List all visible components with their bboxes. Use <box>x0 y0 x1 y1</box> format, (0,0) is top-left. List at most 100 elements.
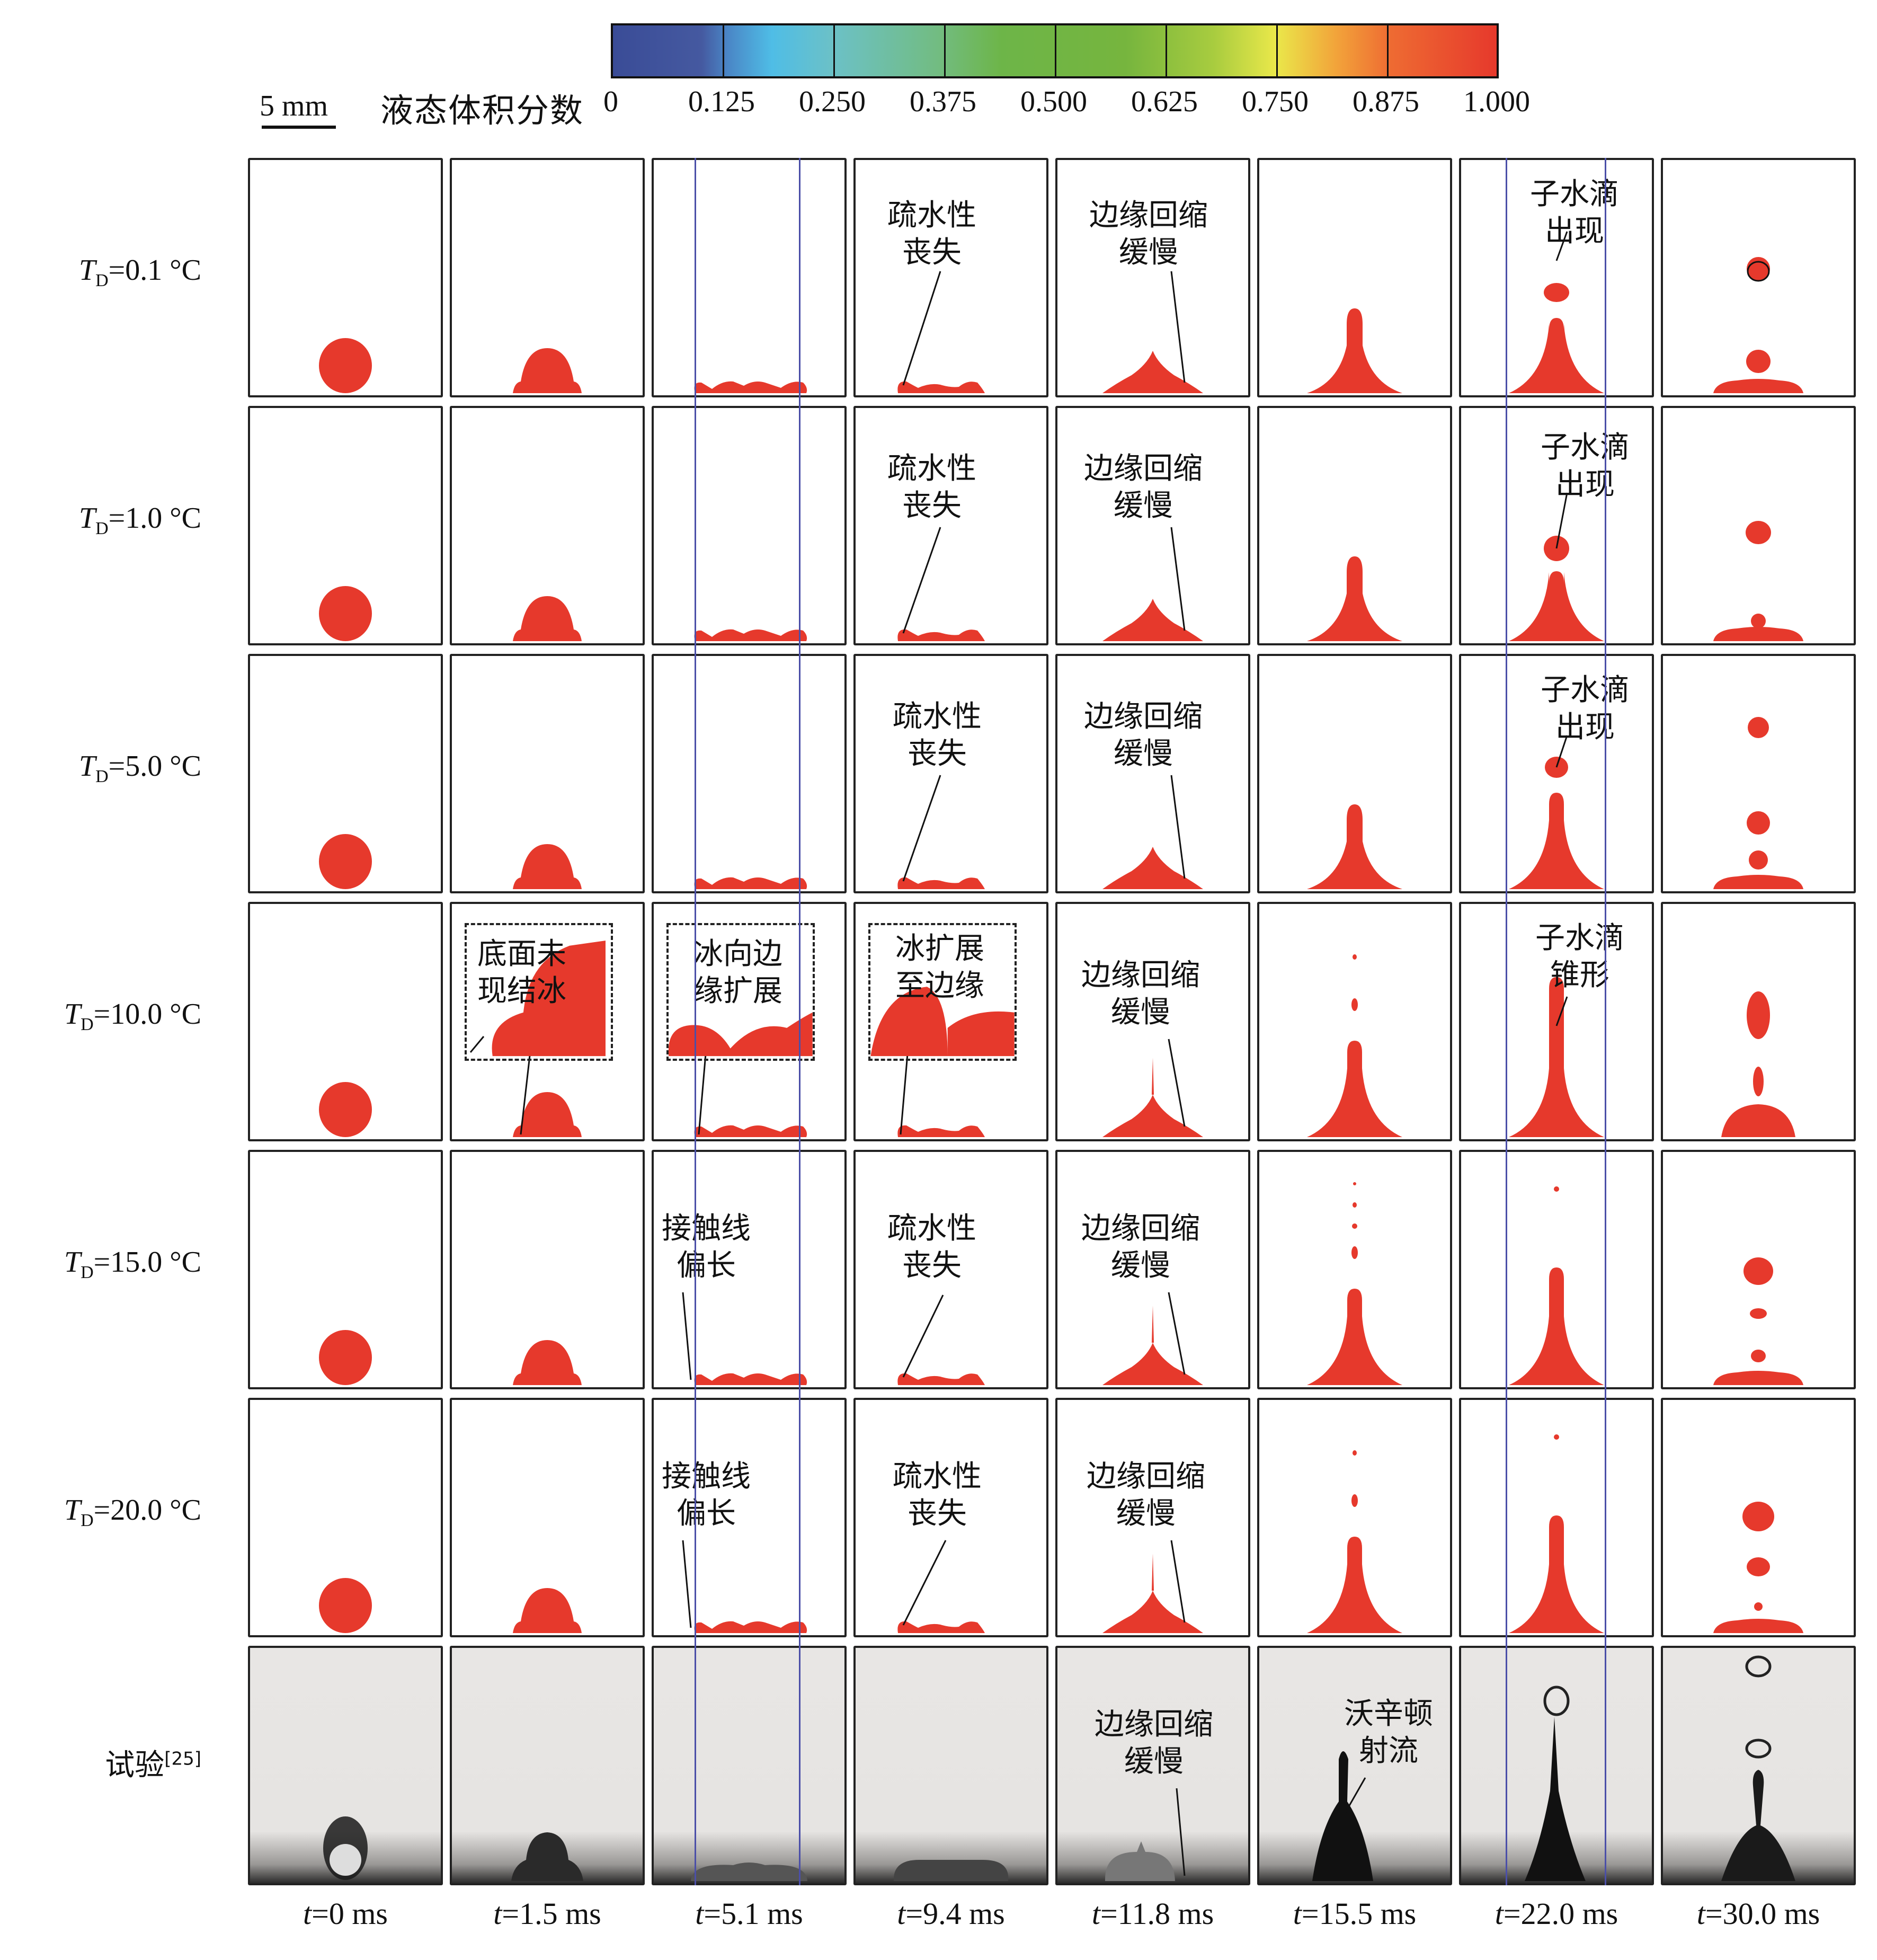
colorbar-tick: 1.000 <box>1463 85 1530 118</box>
droplet-shape <box>319 338 372 393</box>
simulation-panel: 边缘回缩 缓慢 <box>1055 1150 1250 1389</box>
droplet-shape <box>513 1340 582 1385</box>
annotation-label: 接触线 偏长 <box>662 1459 751 1531</box>
scale-bar-line <box>262 126 336 129</box>
experiment-panel: 边缘回缩 缓慢 <box>1055 1646 1250 1885</box>
droplet-shape <box>1307 954 1402 1137</box>
row-label-td-5.0: TD=5.0 °C <box>78 750 201 787</box>
droplet-shape <box>897 527 985 641</box>
simulation-panel: 子水滴 出现 <box>1459 158 1654 397</box>
droplet-shape <box>1509 231 1604 393</box>
simulation-panel: 疏水性 丧失 <box>853 1398 1048 1637</box>
simulation-panel <box>1661 902 1856 1141</box>
time-label: t=30.0 ms <box>1696 1896 1820 1931</box>
colorbar <box>611 23 1499 78</box>
simulation-panel <box>652 406 847 645</box>
simulation-panel <box>450 654 645 893</box>
colorbar-tick: 0.375 <box>910 85 976 118</box>
droplet-shape <box>897 775 985 889</box>
time-label: t=5.1 ms <box>695 1896 803 1931</box>
colorbar-tick: 0.125 <box>688 85 755 118</box>
simulation-panel: 疏水性 丧失 <box>853 406 1048 645</box>
colorbar-tick: 0.250 <box>799 85 866 118</box>
simulation-panel: 边缘回缩 缓慢 <box>1055 158 1250 397</box>
simulation-panel <box>1257 158 1452 397</box>
droplet-shape <box>1713 1502 1803 1633</box>
annotation-label: 底面未 现结冰 <box>477 937 566 1008</box>
time-label: t=0 ms <box>303 1896 388 1931</box>
annotation-label: 疏水性 丧失 <box>887 198 976 270</box>
droplet-shape <box>1102 775 1203 889</box>
droplet-shape <box>893 1860 1009 1881</box>
colorbar-tick: 0.625 <box>1131 85 1198 118</box>
simulation-panel <box>450 1150 645 1389</box>
annotation-label: 边缘回缩 缓慢 <box>1084 699 1203 771</box>
droplet-shape <box>1307 804 1402 889</box>
inset-dashed-box <box>465 923 613 1061</box>
annotation-label: 子水滴 出现 <box>1530 177 1619 249</box>
colorbar-divider <box>1276 25 1278 76</box>
droplet-shape <box>319 586 372 641</box>
droplet-shape <box>1307 308 1402 393</box>
droplet-shape <box>1102 1292 1203 1385</box>
simulation-panel <box>652 654 847 893</box>
row-label-td-10.0: TD=10.0 °C <box>64 998 201 1035</box>
simulation-panel: 疏水性 丧失 <box>853 654 1048 893</box>
simulation-panel <box>248 1150 443 1389</box>
simulation-panel: 边缘回缩 缓慢 <box>1055 406 1250 645</box>
droplet-shape <box>1509 1434 1604 1633</box>
droplet-shape <box>1307 556 1402 641</box>
annotation-label: 边缘回缩 缓慢 <box>1081 958 1200 1030</box>
droplet-shape <box>1105 1788 1186 1881</box>
droplet-shape <box>319 1082 372 1137</box>
droplet-shape <box>1312 1751 1373 1881</box>
droplet-shape <box>682 1540 807 1633</box>
droplet-shape <box>513 348 582 393</box>
droplet-shape <box>1713 521 1803 641</box>
colorbar-tick: 0 <box>603 85 618 118</box>
colorbar-divider <box>1055 25 1056 76</box>
droplet-shape <box>513 844 582 889</box>
droplet-shape <box>1509 1186 1604 1385</box>
annotation-label: 子水滴 锥形 <box>1535 921 1624 992</box>
droplet-shape <box>1102 271 1203 393</box>
droplet-shape <box>323 1816 368 1880</box>
droplet-shape <box>1713 717 1803 889</box>
simulation-panel: 子水滴 出现 <box>1459 406 1654 645</box>
simulation-panel <box>450 158 645 397</box>
droplet-shape <box>1307 1450 1402 1633</box>
guide-line <box>695 158 696 1885</box>
experiment-panel <box>853 1646 1048 1885</box>
experiment-panel <box>1459 1646 1654 1885</box>
annotation-label: 边缘回缩 缓慢 <box>1084 451 1203 523</box>
simulation-panel <box>1661 1150 1856 1389</box>
colorbar-divider <box>1387 25 1389 76</box>
row-label-td-15.0: TD=15.0 °C <box>64 1246 201 1283</box>
simulation-panel <box>450 406 645 645</box>
simulation-panel: 冰扩展 至边缘 <box>853 902 1048 1141</box>
simulation-panel: 接触线 偏长 <box>652 1398 847 1637</box>
annotation-label: 边缘回缩 缓慢 <box>1089 198 1208 270</box>
simulation-panel <box>1459 1398 1654 1637</box>
colorbar-divider <box>944 25 946 76</box>
droplet-shape <box>1525 1686 1586 1881</box>
row-label-td-1.0: TD=1.0 °C <box>78 502 201 539</box>
simulation-panel <box>1257 902 1452 1141</box>
simulation-panel <box>248 902 443 1141</box>
colorbar-divider <box>723 25 724 76</box>
simulation-panel: 边缘回缩 缓慢 <box>1055 1398 1250 1637</box>
time-label: t=22.0 ms <box>1495 1896 1618 1931</box>
droplet-shape <box>694 381 807 393</box>
annotation-label: 冰向边 缘扩展 <box>693 937 782 1008</box>
colorbar-title: 液态体积分数 <box>380 91 584 130</box>
colorbar-divider <box>1166 25 1167 76</box>
droplet-shape <box>1713 1257 1803 1385</box>
guide-line <box>799 158 800 1885</box>
droplet-shape <box>897 1540 985 1633</box>
simulation-panel: 冰向边 缘扩展 <box>652 902 847 1141</box>
colorbar-tick: 0.875 <box>1353 85 1419 118</box>
simulation-panel <box>248 1398 443 1637</box>
droplet-shape <box>897 271 985 393</box>
annotation-label: 沃辛顿 射流 <box>1344 1697 1433 1768</box>
droplet-shape <box>1102 527 1203 641</box>
